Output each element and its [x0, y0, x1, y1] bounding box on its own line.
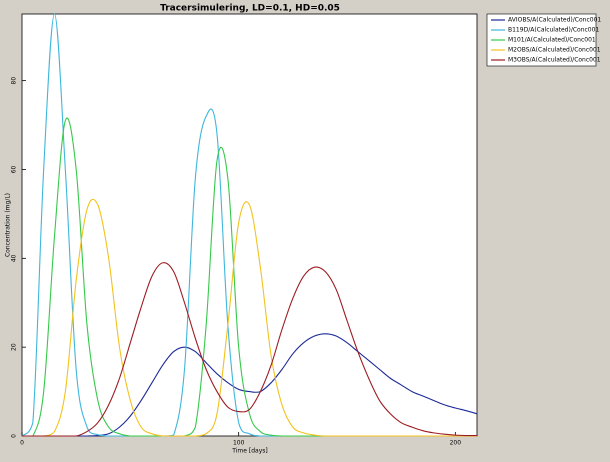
legend-label: M101/A(Calculated)/Conc001 [508, 37, 596, 44]
plot-area [21, 13, 478, 437]
y-axis-label: Concentration (mg/L) [5, 193, 12, 257]
y-tick-label: 0 [11, 434, 18, 438]
legend-label: AVIOBS/A(Calculated)/Conc001 [508, 17, 601, 24]
x-tick-label: 200 [450, 440, 462, 447]
legend-box [486, 13, 597, 67]
x-tick-label: 0 [20, 440, 24, 447]
y-tick-label: 20 [11, 343, 18, 351]
chart-title: Tracersimulering, LD=0.1, HD=0.05 [160, 4, 340, 14]
x-axis-label: Time [days] [231, 448, 267, 455]
y-tick-label: 40 [11, 254, 18, 262]
y-tick-label: 80 [11, 77, 18, 85]
legend-label: M2OBS/A(Calculated)/Conc001 [508, 47, 601, 54]
legend-label: B119D/A(Calculated)/Conc001 [508, 27, 599, 34]
x-tick-label: 100 [233, 440, 245, 447]
legend-label: M3OBS/A(Calculated)/Conc001 [508, 57, 601, 64]
y-tick-label: 60 [11, 165, 18, 173]
series-line [22, 262, 478, 437]
series-line [22, 198, 477, 437]
series-line [22, 333, 478, 437]
